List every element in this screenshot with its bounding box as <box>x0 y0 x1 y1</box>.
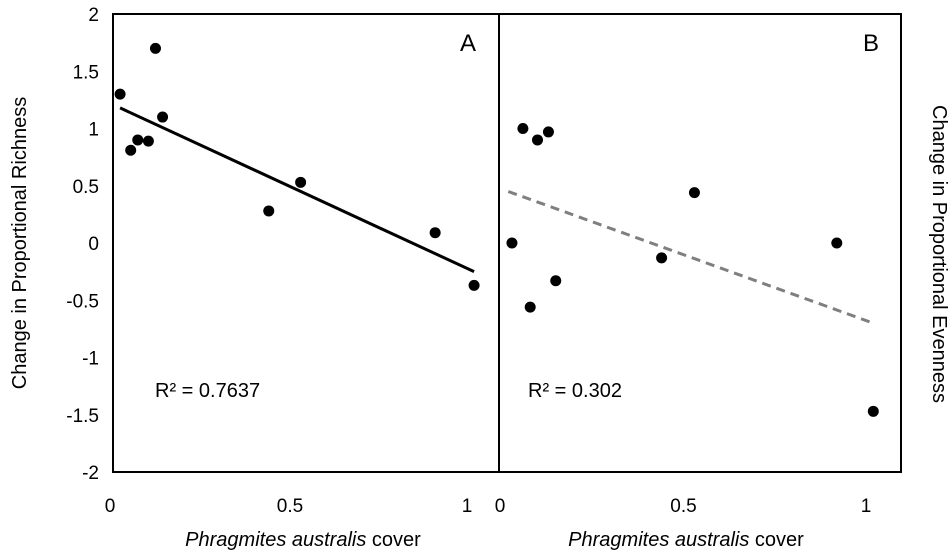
panel-a-y-tick-label-5: -0.5 <box>66 291 99 312</box>
panel-a-y-tick-label-1: 1.5 <box>73 62 99 83</box>
panel-a-point-0 <box>114 88 126 100</box>
panel-b-x-ticks: 0 0.5 1 <box>495 496 872 517</box>
panel-b-point-4 <box>542 126 554 138</box>
panel-a-x-axis-title-italic: Phragmites australis <box>185 529 366 551</box>
panel-b-point-9 <box>867 405 879 417</box>
panel-b-points <box>506 123 879 417</box>
panel-a-point-6 <box>263 205 275 217</box>
panel-b-point-3 <box>532 134 543 146</box>
panel-a-r2-label: R² = 0.7637 <box>155 380 260 402</box>
panel-a-point-7 <box>295 176 307 188</box>
panel-a-frame <box>112 13 500 473</box>
panel-b-point-5 <box>550 275 562 287</box>
panel-a-x-axis-title: Phragmites australis cover <box>185 529 421 551</box>
panel-b-x-axis-title-italic: Phragmites australis <box>568 529 749 551</box>
panel-a-x-tick-label-2: 1 <box>462 496 473 517</box>
panel-a-y-tick-label-3: 0.5 <box>73 177 99 198</box>
panel-b-point-0 <box>506 237 518 249</box>
panel-a-x-tick-label-1: 0.5 <box>277 496 303 517</box>
panel-a-trendline <box>119 106 475 273</box>
panel-b-x-tick-label-0: 0 <box>495 496 506 517</box>
panel-a-y-axis-title: Change in Proportional Richness <box>9 97 31 389</box>
panel-a-point-1 <box>125 144 137 156</box>
panel-a-y-tick-label-0: 2 <box>88 5 99 26</box>
panel-b-x-axis-title-suffix: cover <box>749 529 804 551</box>
panel-b-y-axis-title: Change in Proportional Evenness <box>928 105 950 403</box>
panel-a-point-4 <box>149 42 161 54</box>
panel-a-point-8 <box>429 227 441 239</box>
panel-a-x-tick-label-0: 0 <box>105 496 116 517</box>
panel-a-point-2 <box>132 134 144 146</box>
panel-a-y-tick-label-7: -1.5 <box>66 406 99 427</box>
panel-b-x-tick-label-2: 1 <box>861 496 872 517</box>
panel-b-point-2 <box>524 301 536 313</box>
panel-a-y-tick-label-8: -2 <box>82 463 99 484</box>
panel-a-y-ticks: 2 1.5 1 0.5 0 -0.5 -1 -1.5 -2 <box>66 5 99 484</box>
panel-b-x-axis-title: Phragmites australis cover <box>568 529 804 551</box>
panel-b-r2-label: R² = 0.302 <box>528 380 622 402</box>
panel-b-x-tick-label-1: 0.5 <box>670 496 696 517</box>
panel-b-point-7 <box>688 187 700 199</box>
panel-b: B R² = 0.302 0 0.5 1 Change in Proportiona… <box>495 13 950 551</box>
panel-a-x-axis-title-suffix: cover <box>366 529 421 551</box>
panel-b-trendline <box>507 190 874 325</box>
panel-a-y-tick-label-6: -1 <box>82 349 99 370</box>
panel-b-point-1 <box>517 123 529 134</box>
panel-a-x-ticks: 0 0.5 1 <box>105 496 473 517</box>
panel-b-point-8 <box>831 237 843 249</box>
panel-a-point-9 <box>468 279 480 291</box>
panel-a-label: A <box>460 30 476 57</box>
panel-a-point-3 <box>142 135 154 147</box>
panel-a-points <box>114 42 480 291</box>
panel-b-frame <box>498 13 902 473</box>
panel-a-y-tick-label-4: 0 <box>88 234 99 255</box>
panel-a-point-5 <box>157 111 169 123</box>
panel-b-label: B <box>863 30 879 57</box>
panel-a-y-tick-label-2: 1 <box>88 120 99 141</box>
panel-b-point-6 <box>656 252 668 264</box>
panel-a: A R² = 0.7637 21.510.50-0.5-1-1.5-2 0 0.5… <box>9 5 500 551</box>
